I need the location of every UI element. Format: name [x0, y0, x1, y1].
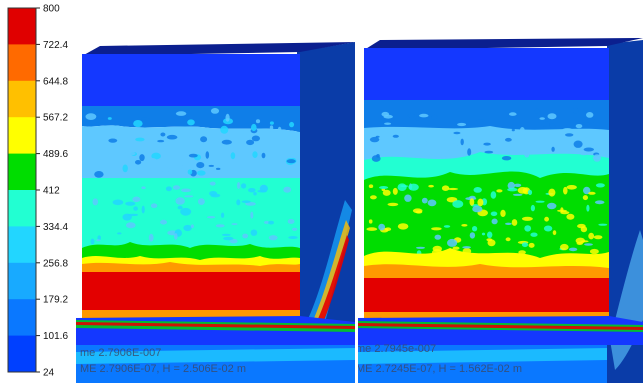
legend-swatch	[8, 153, 36, 191]
side-face-heat-band-left	[300, 200, 352, 345]
top-face-right	[364, 38, 643, 50]
legend-tick-label: 179.2	[43, 295, 68, 306]
legend-tick-label: 24	[43, 368, 55, 379]
band-orange-right	[364, 264, 609, 280]
top-face-left	[82, 42, 355, 56]
legend-tick-label: 800	[43, 4, 60, 15]
overlay-text-line2-right: ME 2.7245E-07, H = 1.562E-02 m	[356, 363, 522, 375]
legend-swatch	[8, 262, 36, 300]
legend-tick-label: 644.8	[43, 76, 68, 87]
legend-tick-label: 101.6	[43, 331, 68, 342]
overlay-text-line1-right: me 2.7945e-007	[356, 343, 436, 355]
legend-tick-label: 567.2	[43, 113, 68, 124]
legend-tick-label: 334.4	[43, 222, 68, 233]
band-dark-blue-right	[364, 48, 609, 102]
legend-swatch	[8, 335, 36, 373]
legend-swatch	[8, 80, 36, 118]
band-dark-blue-left	[82, 54, 300, 106]
panel-gap	[355, 40, 358, 383]
overlay-text-line2-left: ME 2.7906E-07, H = 2.506E-02 m	[80, 363, 246, 375]
band-red-right	[364, 278, 609, 314]
yellow-patches-right	[366, 181, 608, 257]
legend-swatch	[8, 226, 36, 264]
legend-swatch	[8, 299, 36, 337]
speckle-pattern-right	[367, 107, 601, 162]
contour-panel-left: me 2.7906E-007 ME 2.7906E-07, H = 2.506E…	[76, 42, 355, 383]
legend-swatch	[8, 44, 36, 82]
color-legend: 800 722.4 644.8 567.2 489.6 412 334.4 256.8 179.…	[7, 4, 68, 379]
band-yellow-right	[364, 248, 609, 272]
legend-tick-label: 412	[43, 186, 60, 197]
legend-tick-label: 256.8	[43, 258, 68, 269]
contour-panel-right: me 2.7945e-007 ME 2.7245E-07, H = 1.562E…	[356, 38, 643, 383]
legend-swatch	[8, 8, 36, 45]
band-orange-left	[82, 262, 300, 274]
legend-swatch	[8, 117, 36, 155]
legend-frame	[7, 7, 37, 373]
legend-tick-label: 722.4	[43, 40, 68, 51]
side-face-heat-core-left	[305, 220, 350, 345]
band-red-left	[82, 272, 300, 312]
overlay-text-line1-left: me 2.7906E-007	[80, 347, 161, 359]
legend-swatch	[8, 190, 36, 227]
speckle-pattern-left	[85, 108, 298, 245]
legend-tick-label: 489.6	[43, 149, 68, 160]
